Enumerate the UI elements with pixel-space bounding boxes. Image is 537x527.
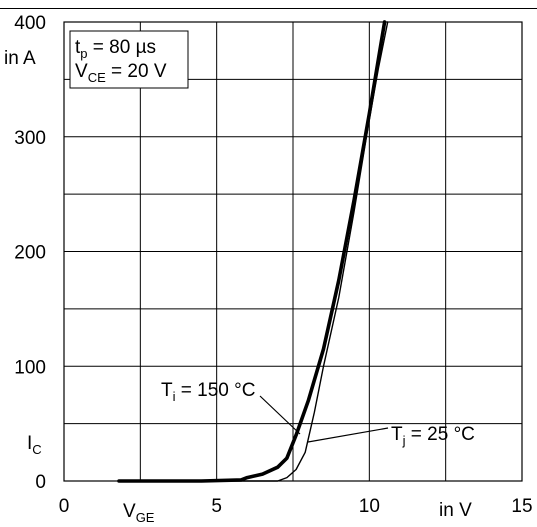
x-axis-label-symbol: V — [123, 501, 136, 522]
condition-pulse-width-value: = 80 µs — [88, 37, 157, 58]
series-label-tj-25c-value: = 25 °C — [406, 424, 475, 445]
y-tick-label: 200 — [14, 243, 46, 264]
series-line-ti-150c — [117, 20, 387, 483]
y-tick-label: 100 — [14, 357, 46, 378]
plot-frame — [0, 8, 537, 482]
condition-pulse-width: tp = 80 µs — [75, 37, 156, 61]
condition-vce-symbol: V — [75, 61, 88, 82]
series-label-tj-25c-subscript: j — [402, 433, 406, 448]
x-tick-label: 0 — [59, 496, 70, 517]
y-axis-label: IC — [27, 433, 42, 457]
series-label-tj-25c: Tj = 25 °C — [391, 424, 475, 448]
leader-line-tj-25c — [307, 427, 389, 443]
plot-border — [63, 21, 523, 482]
tick-labels: 0 100 200 300 400 0 5 10 15 — [14, 13, 532, 517]
x-tick-label: 15 — [511, 496, 532, 517]
condition-pulse-width-subscript: p — [80, 46, 87, 61]
y-axis-unit: in A — [4, 48, 36, 69]
y-tick-label: 0 — [35, 472, 46, 493]
curves — [117, 20, 389, 483]
series-label-ti-150c-subscript: i — [173, 389, 176, 404]
series-label-tj-25c-symbol: T — [391, 424, 403, 445]
condition-pulse-width-symbol: t — [75, 37, 81, 58]
leader-line-ti-150c — [259, 395, 301, 435]
y-axis-label-symbol: I — [27, 433, 32, 454]
series-label-ti-150c: Ti = 150 °C — [161, 380, 255, 404]
conditions-box — [69, 30, 189, 89]
grid — [64, 22, 522, 481]
y-tick-label: 300 — [14, 128, 46, 149]
series-label-ti-150c-symbol: T — [161, 380, 173, 401]
condition-vce-subscript: CE — [88, 70, 106, 85]
x-tick-label: 5 — [211, 496, 222, 517]
x-axis-label-subscript: GE — [136, 510, 155, 525]
x-axis-label: VGE — [123, 501, 155, 525]
x-axis-unit: in V — [439, 500, 472, 521]
x-tick-label: 10 — [359, 496, 380, 517]
y-axis-label-subscript: C — [32, 442, 41, 457]
condition-vce-value: = 20 V — [106, 61, 167, 82]
condition-vce: VCE = 20 V — [75, 61, 167, 85]
y-tick-label: 400 — [14, 13, 46, 34]
series-label-ti-150c-value: = 150 °C — [176, 380, 256, 401]
